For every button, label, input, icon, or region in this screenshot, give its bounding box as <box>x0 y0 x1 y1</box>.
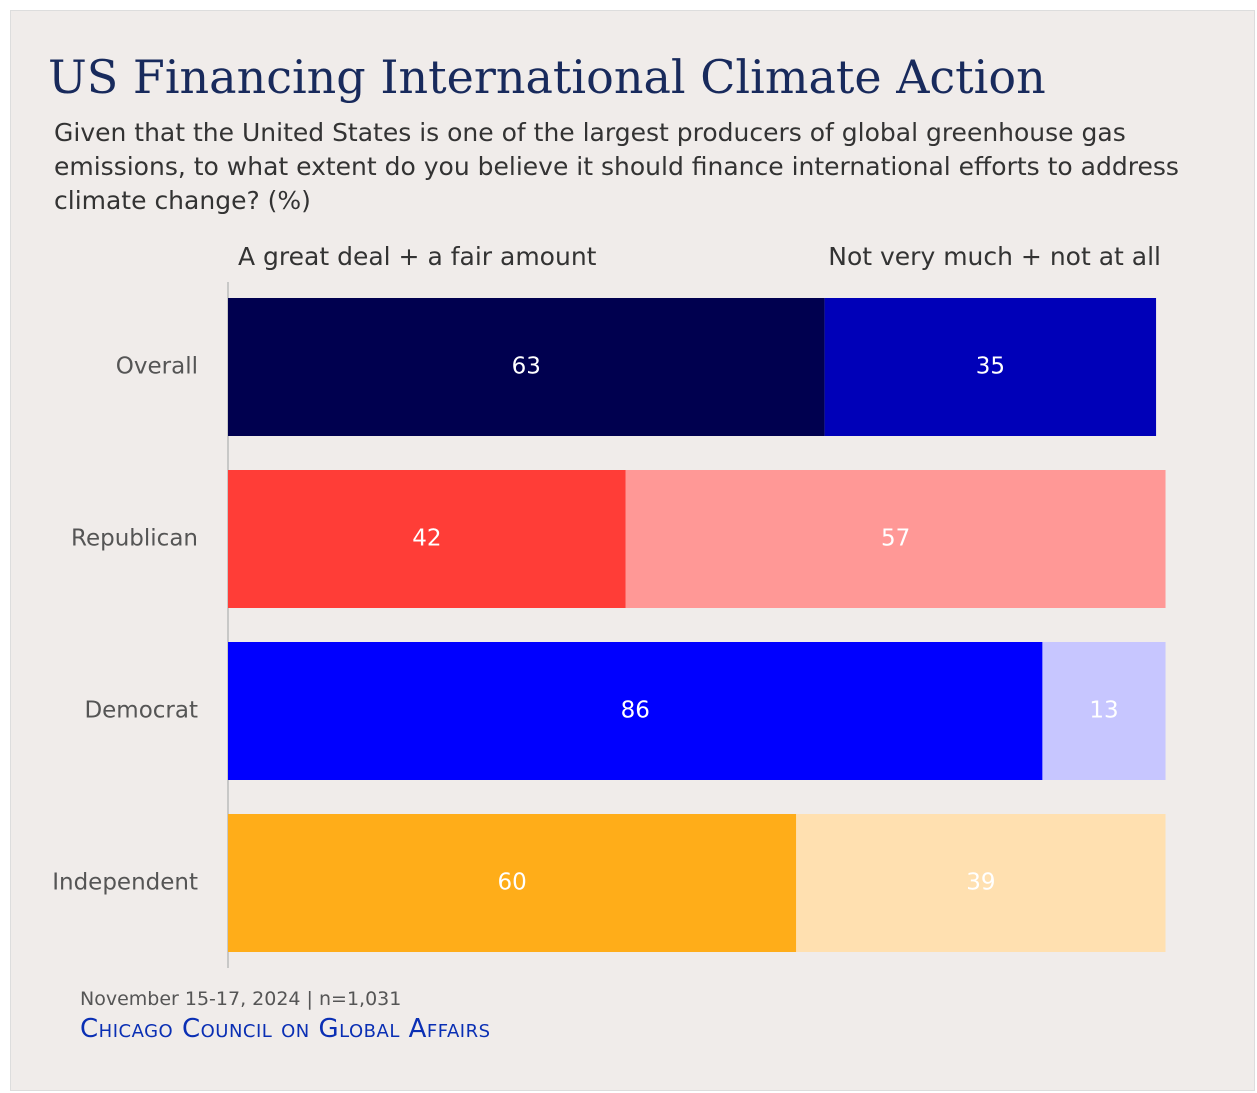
value-label: 39 <box>966 870 995 896</box>
legend-label: Not very much + not at all <box>828 242 1161 271</box>
y-tick-label: Independent <box>52 870 198 896</box>
chart-title: US Financing International Climate Actio… <box>48 50 1046 104</box>
bar-segment <box>228 298 825 436</box>
value-label: 63 <box>512 354 541 380</box>
value-label: 42 <box>412 526 441 552</box>
y-tick-label: Democrat <box>84 698 198 724</box>
bar-segment <box>228 642 1043 780</box>
bar-segment <box>228 814 797 952</box>
value-label: 86 <box>621 698 650 724</box>
footnote: November 15-17, 2024 | n=1,031 <box>80 988 402 1010</box>
value-label: 13 <box>1089 698 1118 724</box>
y-tick-label: Republican <box>71 526 198 552</box>
source: Chicago Council on Global Affairs <box>80 1014 491 1044</box>
chart-subtitle: Given that the United States is one of t… <box>54 118 1179 215</box>
legend-label: A great deal + a fair amount <box>238 242 597 271</box>
bar-segment <box>796 814 1166 952</box>
bar-segment <box>625 470 1166 608</box>
bar-segment <box>228 470 626 608</box>
bar-segment <box>1042 642 1166 780</box>
bar-segment <box>824 298 1157 436</box>
value-label: 60 <box>497 870 526 896</box>
value-label: 35 <box>976 354 1005 380</box>
y-tick-label: Overall <box>116 354 198 380</box>
value-label: 57 <box>881 526 910 552</box>
